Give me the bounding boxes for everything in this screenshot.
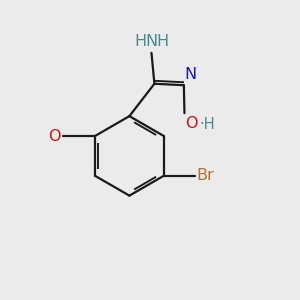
Text: O: O bbox=[49, 128, 61, 143]
Text: H: H bbox=[134, 34, 146, 49]
Text: O: O bbox=[185, 116, 198, 131]
Text: H: H bbox=[157, 34, 169, 49]
Text: N: N bbox=[146, 34, 158, 49]
Text: ·H: ·H bbox=[200, 117, 215, 132]
Text: Br: Br bbox=[196, 168, 214, 183]
Text: N: N bbox=[185, 67, 197, 82]
